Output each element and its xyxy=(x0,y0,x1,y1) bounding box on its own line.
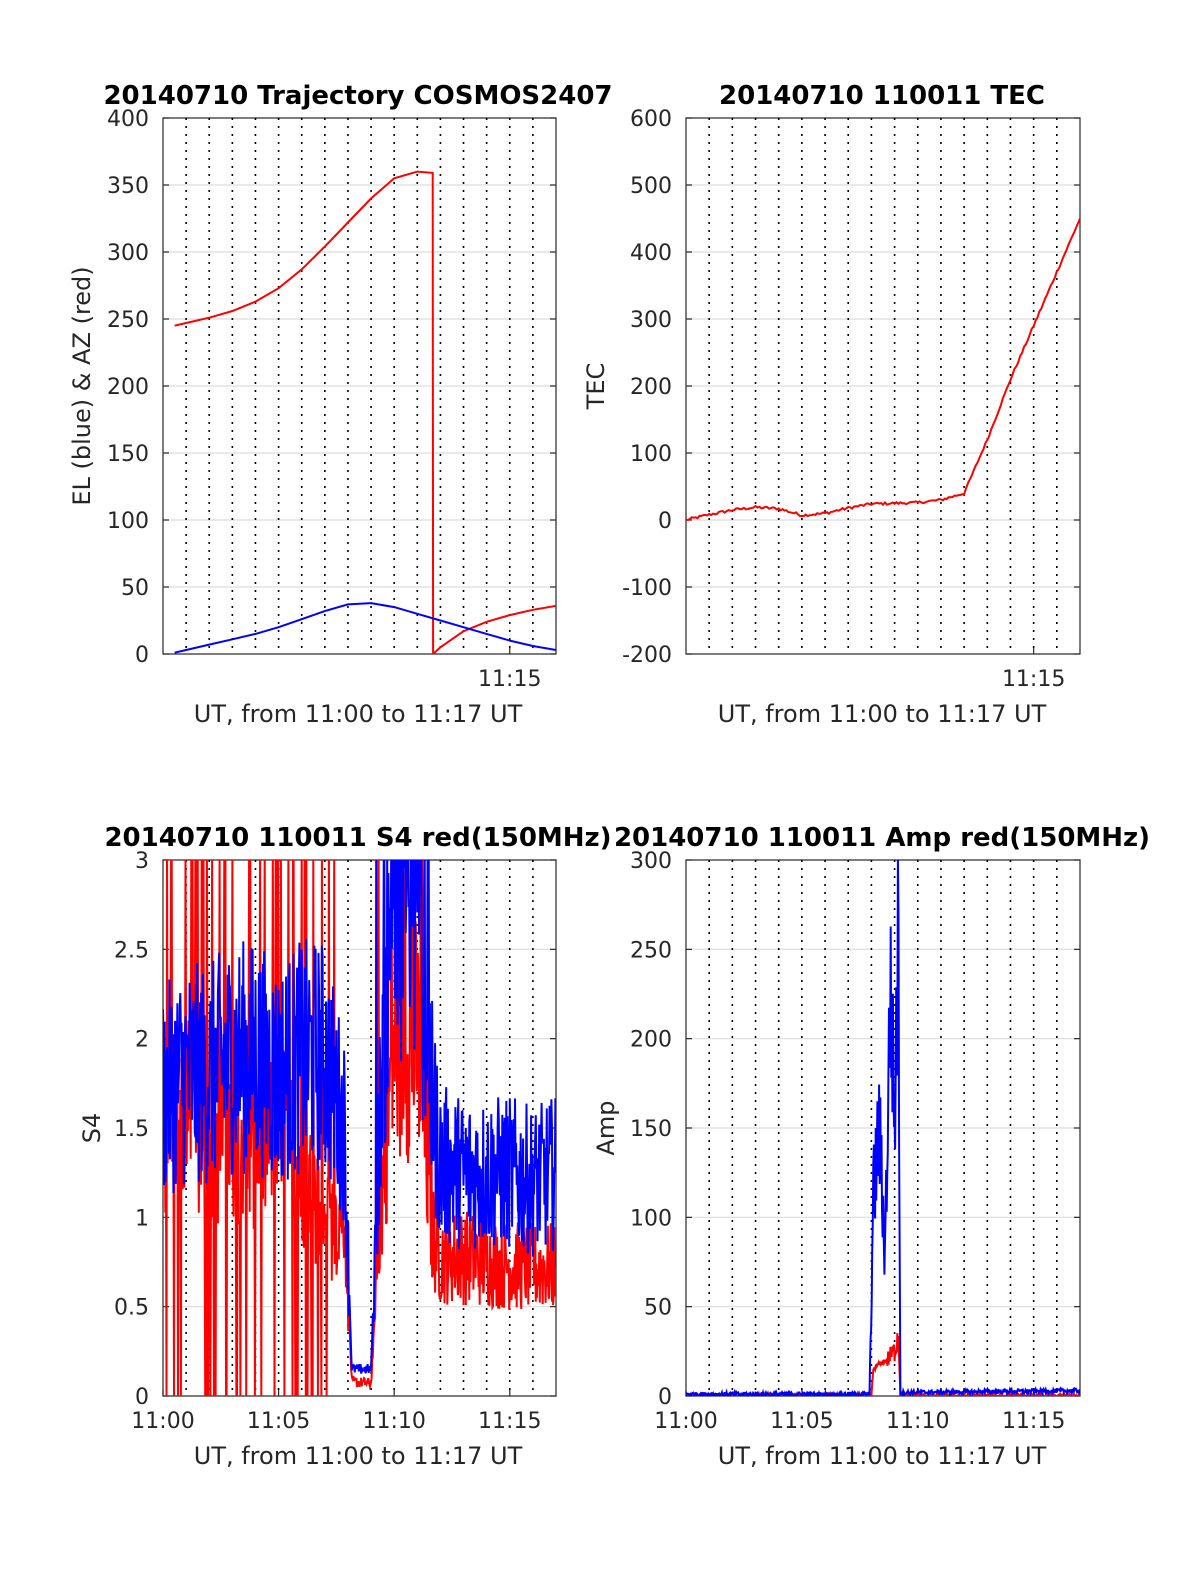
y-tick-label: 100 xyxy=(630,442,672,467)
chart-title: 20140710 110011 S4 red(150MHz) xyxy=(104,823,611,853)
y-tick-label: 1 xyxy=(135,1206,149,1231)
plot-area xyxy=(162,117,557,655)
y-tick-label: 100 xyxy=(107,509,149,534)
x-tick-label: 11:05 xyxy=(770,1409,833,1434)
y-tick-label: 250 xyxy=(630,938,672,963)
y-tick-label: 50 xyxy=(644,1296,672,1321)
x-axis-label: UT, from 11:00 to 11:17 UT xyxy=(194,700,523,728)
y-tick-label: 300 xyxy=(107,241,149,266)
x-tick-label: 11:15 xyxy=(478,1409,541,1434)
s4-chart: 20140710 110011 S4 red(150MHz) UT, from … xyxy=(78,823,612,1470)
y-tick-label: 150 xyxy=(107,442,149,467)
x-tick-label: 11:15 xyxy=(1002,1409,1065,1434)
plot-area xyxy=(162,859,557,1397)
chart-title: 20140710 110011 TEC xyxy=(719,81,1045,111)
y-tick-label: 2 xyxy=(135,1028,149,1053)
x-axis-label: UT, from 11:00 to 11:17 UT xyxy=(718,700,1047,728)
series-red-line xyxy=(686,1333,1080,1396)
y-tick-label: -100 xyxy=(622,576,672,601)
chart-title: 20140710 110011 Amp red(150MHz) xyxy=(614,823,1150,853)
x-tick-label: 11:15 xyxy=(1002,667,1065,692)
x-tick-label: 11:10 xyxy=(886,1409,949,1434)
y-axis-label: Amp xyxy=(592,1100,620,1155)
plot-area xyxy=(685,117,1081,655)
series-red-line xyxy=(686,218,1080,522)
series-blue-line xyxy=(174,602,556,654)
x-tick-label: 11:00 xyxy=(654,1409,717,1434)
y-tick-label: 2.5 xyxy=(114,938,149,963)
y-tick-label: 100 xyxy=(630,1206,672,1231)
x-axis-label: UT, from 11:00 to 11:17 UT xyxy=(194,1442,523,1470)
y-axis-label: EL (blue) & AZ (red) xyxy=(68,266,96,505)
y-tick-label: 300 xyxy=(630,308,672,333)
y-tick-label: 1.5 xyxy=(114,1117,149,1142)
y-tick-label: 400 xyxy=(630,241,672,266)
y-tick-label: 3 xyxy=(135,849,149,874)
series-red-line xyxy=(174,170,556,654)
y-tick-label: 0 xyxy=(135,643,149,668)
x-tick-label: 11:10 xyxy=(362,1409,425,1434)
y-tick-label: 150 xyxy=(630,1117,672,1142)
x-tick-label: 11:00 xyxy=(131,1409,194,1434)
x-tick-label: 11:05 xyxy=(247,1409,310,1434)
y-tick-label: -200 xyxy=(622,643,672,668)
y-tick-label: 350 xyxy=(107,174,149,199)
y-tick-label: 400 xyxy=(107,107,149,132)
x-axis-label: UT, from 11:00 to 11:17 UT xyxy=(718,1442,1047,1470)
y-tick-label: 600 xyxy=(630,107,672,132)
y-tick-label: 0.5 xyxy=(114,1296,149,1321)
y-tick-label: 500 xyxy=(630,174,672,199)
y-tick-label: 250 xyxy=(107,308,149,333)
y-axis-label: TEC xyxy=(582,363,610,411)
y-tick-label: 300 xyxy=(630,849,672,874)
chart-title: 20140710 Trajectory COSMOS2407 xyxy=(103,81,612,111)
tec-chart: 20140710 110011 TEC UT, from 11:00 to 11… xyxy=(582,81,1081,728)
x-tick-label: 11:15 xyxy=(478,667,541,692)
plot-area xyxy=(685,859,1081,1397)
y-tick-label: 0 xyxy=(135,1385,149,1410)
y-tick-label: 200 xyxy=(630,375,672,400)
y-tick-label: 0 xyxy=(658,1385,672,1410)
y-tick-label: 200 xyxy=(630,1028,672,1053)
y-tick-label: 50 xyxy=(121,576,149,601)
amp-chart: 20140710 110011 Amp red(150MHz) UT, from… xyxy=(592,823,1150,1470)
series-blue-line xyxy=(686,860,1080,1396)
y-tick-label: 0 xyxy=(658,509,672,534)
y-axis-label: S4 xyxy=(78,1113,106,1144)
series-blue-line xyxy=(163,860,556,1374)
trajectory-chart: 20140710 Trajectory COSMOS2407 UT, from … xyxy=(68,81,613,728)
y-tick-label: 200 xyxy=(107,375,149,400)
